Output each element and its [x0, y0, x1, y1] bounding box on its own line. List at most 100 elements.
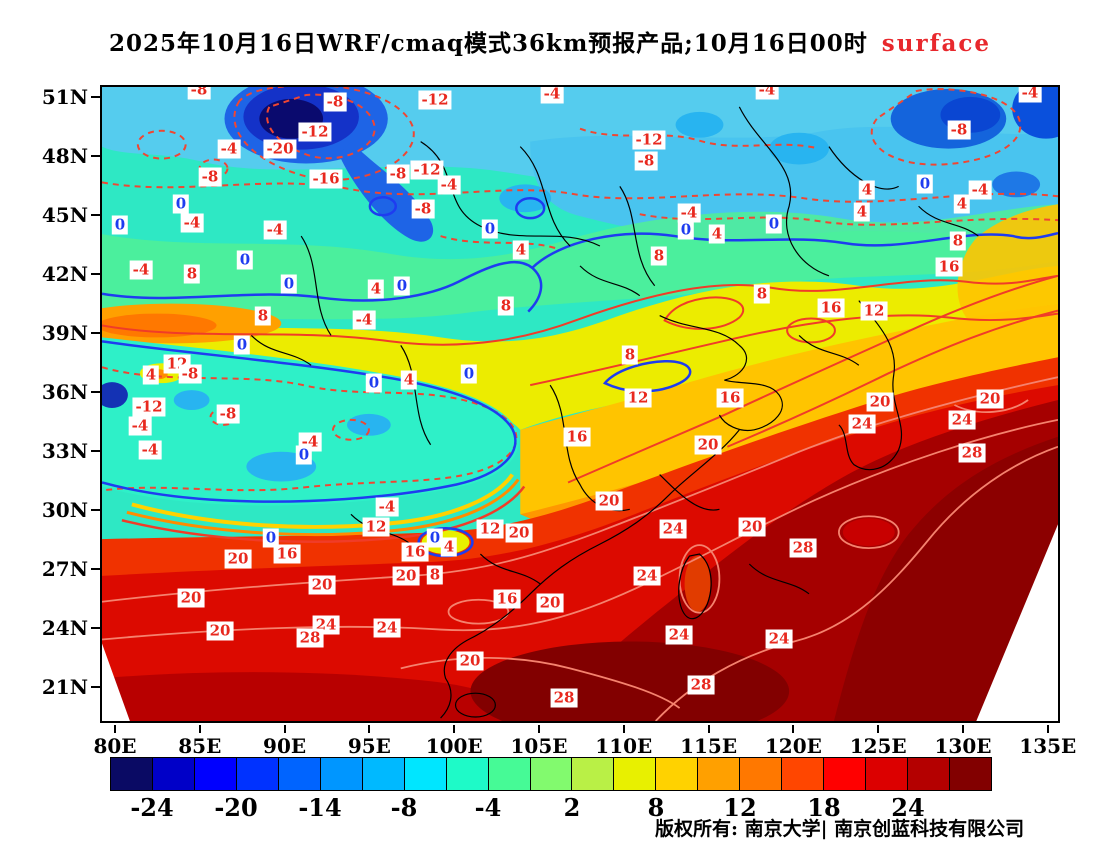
contour-label: -4: [375, 497, 399, 517]
contour-label: -8: [411, 199, 435, 219]
contour-label: 16: [716, 388, 744, 408]
lat-tick-label: 45N: [41, 203, 88, 227]
contour-label: 8: [183, 264, 201, 284]
contour-label: 20: [308, 575, 336, 595]
lat-tick-mark: [91, 155, 100, 157]
colorbar-cell: [277, 757, 321, 791]
contour-label: -8: [187, 87, 211, 100]
contour-label: -4: [540, 87, 564, 104]
contour-label: 0: [111, 215, 129, 235]
lon-tick-label: 135E: [1019, 734, 1077, 758]
contour-label: 0: [481, 219, 499, 239]
contour-label: 4: [853, 202, 871, 222]
contour-label: 20: [224, 549, 252, 569]
contour-label: 16: [817, 298, 845, 318]
lat-tick-mark: [91, 332, 100, 334]
contour-label: 16: [935, 257, 963, 277]
contour-label: 20: [206, 621, 234, 641]
lon-tick-label: 90E: [263, 734, 307, 758]
lon-tick-label: 80E: [93, 734, 137, 758]
contour-label: 4: [708, 224, 726, 244]
contour-label: 12: [624, 388, 652, 408]
lon-tick-mark: [962, 725, 964, 733]
colorbar-tick-label: 2: [563, 793, 581, 822]
lon-tick-mark: [283, 725, 286, 733]
colorbar-cell: [865, 757, 909, 791]
lat-tick-mark: [91, 450, 100, 452]
colorbar-cell: [781, 757, 825, 791]
contour-label: -4: [138, 440, 162, 460]
contour-label: 0: [172, 194, 190, 214]
contour-label: -4: [352, 310, 376, 330]
contour-label: 0: [765, 214, 783, 234]
contour-label: 20: [456, 651, 484, 671]
contour-label: 8: [254, 306, 272, 326]
contour-label: 0: [262, 528, 280, 548]
lon-tick-mark: [453, 725, 456, 733]
contour-label: -12: [418, 90, 452, 110]
contour-label: 20: [866, 392, 894, 412]
colorbar-cell: [193, 757, 237, 791]
contour-label: 4: [142, 365, 160, 385]
colorbar-cell: [949, 757, 993, 791]
contour-label: 28: [296, 628, 324, 648]
lon-tick-mark: [622, 725, 625, 733]
contour-label: 24: [665, 625, 693, 645]
colorbar-cell: [151, 757, 195, 791]
contour-label-layer: -8 -8 -12 -12 -4 -20 -16 -8 -8 -12 -4 -8 -4 -4 -4 -12 -8…: [102, 87, 1058, 721]
lon-tick-mark: [877, 725, 880, 733]
lon-tick-label: 130E: [934, 734, 992, 758]
lon-tick-label: 110E: [595, 734, 653, 758]
lat-tick-mark: [91, 391, 100, 393]
lon-tick-label: 105E: [510, 734, 568, 758]
colorbar-tick-label: -14: [298, 793, 342, 822]
contour-label: 0: [916, 174, 934, 194]
colorbar-cell: [529, 757, 573, 791]
lat-tick-mark: [91, 273, 100, 275]
colorbar-cell: [655, 757, 699, 791]
contour-label: 20: [536, 593, 564, 613]
contour-label: 0: [460, 364, 478, 384]
contour-label: 8: [621, 345, 639, 365]
contour-label: -16: [309, 169, 343, 189]
temperature-field-graphic: [102, 87, 1058, 721]
temperature-colorbar: [110, 757, 993, 791]
contour-label: 20: [177, 588, 205, 608]
contour-label: 0: [280, 274, 298, 294]
lon-tick-label: 95E: [347, 734, 391, 758]
contour-label: 28: [687, 675, 715, 695]
lat-tick-label: 39N: [41, 321, 88, 345]
lon-tick-mark: [707, 725, 710, 733]
contour-label: -12: [298, 122, 332, 142]
contour-label: 16: [401, 542, 429, 562]
lat-tick-mark: [91, 509, 100, 511]
contour-label: 16: [493, 589, 521, 609]
contour-label: -12: [410, 160, 444, 180]
contour-label: -12: [632, 130, 666, 150]
contour-label: -4: [128, 416, 152, 436]
contour-label: 28: [789, 538, 817, 558]
contour-label: -8: [216, 404, 240, 424]
lon-tick-label: 115E: [680, 734, 738, 758]
colorbar-tick-label: 18: [807, 793, 841, 822]
page-title: 2025年10月16日WRF/cmaq模式36km预报产品;10月16日00时 s…: [0, 24, 1100, 58]
lat-tick-mark: [91, 96, 100, 98]
contour-label: 24: [765, 629, 793, 649]
contour-label: 20: [392, 566, 420, 586]
contour-label: 4: [367, 279, 385, 299]
lon-tick-mark: [198, 725, 201, 733]
contour-label: -4: [129, 260, 153, 280]
contour-label: 16: [273, 544, 301, 564]
contour-label: 4: [440, 537, 458, 557]
lat-tick-label: 36N: [41, 380, 88, 404]
contour-label: 8: [949, 231, 967, 251]
lat-tick-label: 48N: [41, 144, 88, 168]
lat-tick-label: 42N: [41, 262, 88, 286]
contour-label: -8: [323, 92, 347, 112]
contour-label: -4: [677, 203, 701, 223]
lon-tick-mark: [792, 725, 795, 733]
contour-label: -8: [634, 151, 658, 171]
contour-label: 8: [497, 296, 515, 316]
lon-tick-label: 125E: [849, 734, 907, 758]
